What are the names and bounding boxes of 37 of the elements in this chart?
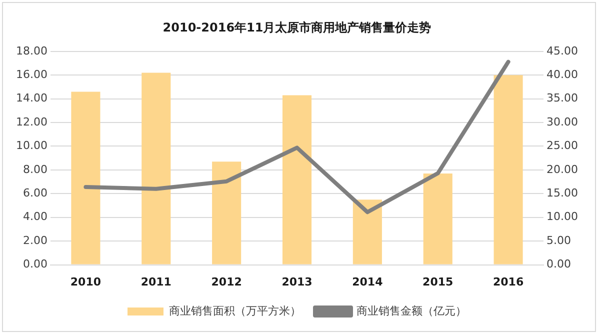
y2-tick-label: 25.00 [546,139,578,152]
y-tick-label: 2.00 [22,234,48,247]
bar [212,162,242,264]
x-tick-label: 2013 [282,275,312,288]
y2-tick-label: 5.00 [546,234,572,247]
x-tick-label: 2016 [492,275,524,288]
x-tick-label: 2014 [352,275,384,288]
bar [71,92,100,264]
y-tick-label: 18.00 [16,44,48,58]
x-tick-label: 2010 [70,275,102,288]
y-tick-label: 0.00 [22,258,48,271]
chart-title: 2010-2016年11月太原市商用地产销售量价走势 [162,20,432,34]
bar [352,200,382,264]
y2-tick-label: 15.00 [546,186,578,200]
y-tick-label: 4.00 [22,210,48,224]
bar [423,174,452,264]
x-tick-label: 2015 [422,275,454,288]
bar [282,95,312,264]
y2-tick-label: 30.00 [546,115,578,128]
x-tick-label: 2011 [140,275,172,288]
y2-tick-label: 0.00 [546,258,572,271]
y-tick-label: 8.00 [22,162,48,176]
y2-tick-label: 45.00 [546,44,578,58]
y-tick-label: 16.00 [16,68,48,81]
y2-tick-label: 10.00 [546,210,578,224]
y-tick-label: 14.00 [16,92,48,105]
y2-tick-label: 35.00 [546,92,578,105]
y2-tick-label: 40.00 [546,68,578,81]
y2-tick-label: 20.00 [546,162,578,176]
y-tick-label: 10.00 [16,139,48,152]
bar [142,72,171,264]
bar [494,75,523,264]
legend-label: 商业销售金额（亿元） [356,304,466,318]
legend-label: 商业销售面积（万平方米） [169,304,301,318]
y-tick-label: 12.00 [16,115,48,128]
y-tick-label: 6.00 [22,186,48,200]
x-tick-label: 2012 [211,275,242,288]
